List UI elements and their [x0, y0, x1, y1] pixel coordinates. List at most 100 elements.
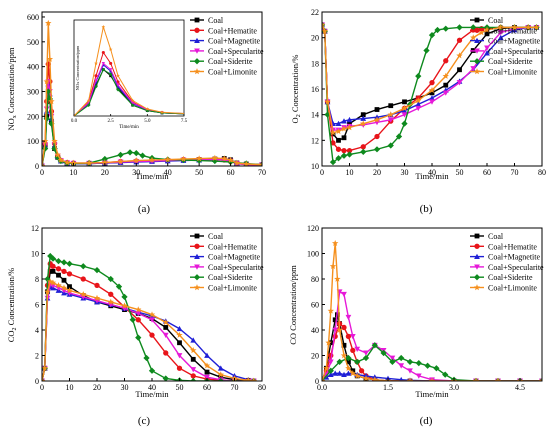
inset-series-line-coal-siderite [74, 68, 184, 116]
data-point [190, 367, 197, 373]
series-line-coal-limonite [322, 24, 537, 134]
panel-label: (d) [420, 415, 433, 427]
data-point [332, 239, 339, 247]
data-point [429, 79, 435, 86]
data-point [335, 120, 342, 127]
y-tick-label: 0 [315, 377, 319, 386]
data-point [429, 90, 435, 96]
data-point [324, 98, 331, 105]
data-point [217, 377, 224, 381]
data-point [341, 118, 347, 124]
data-point [85, 159, 93, 166]
y-tick-label: 8 [35, 275, 39, 284]
data-point [328, 340, 334, 346]
data-point [180, 155, 187, 162]
data-point [387, 117, 394, 123]
data-point [204, 374, 210, 381]
data-point [456, 52, 463, 59]
data-point [406, 377, 414, 381]
data-point [336, 358, 343, 365]
inset-series-group [74, 25, 184, 116]
series-group [42, 252, 257, 381]
x-tick-label: 30 [132, 168, 140, 177]
data-point [533, 24, 540, 31]
data-point [442, 72, 449, 79]
data-point [336, 326, 343, 333]
data-point [323, 364, 330, 371]
data-point [194, 48, 200, 54]
series-line-coal-limonite [322, 243, 542, 381]
y-tick-label: 120 [307, 224, 319, 233]
data-point [401, 120, 408, 127]
data-point [327, 371, 334, 378]
y-axis-label-rest: Concentration/ppm [6, 47, 16, 115]
inset-x-tick-label: 2.5 [108, 119, 115, 124]
chart-panel-1: 0 10 20 30 40 50 60 70 0 100 200 300 400 500 600 Time/m… [6, 11, 266, 215]
data-point [139, 152, 146, 159]
data-point [227, 156, 234, 163]
legend-entry: Coal+Magnetite [488, 253, 541, 262]
data-point [56, 272, 61, 278]
data-point [61, 268, 67, 274]
data-point [322, 27, 328, 34]
data-point [341, 147, 347, 154]
data-point [345, 314, 352, 321]
data-point [217, 371, 224, 378]
data-point [108, 291, 114, 297]
data-point [428, 377, 436, 381]
data-point [176, 331, 183, 338]
data-point [340, 152, 348, 159]
legend-entry: Coal+Specularite [208, 263, 264, 272]
data-point [42, 377, 46, 381]
data-point [478, 29, 485, 36]
data-point [346, 124, 353, 131]
data-point [327, 359, 334, 365]
data-point [472, 377, 480, 381]
data-point [176, 365, 183, 371]
data-point [46, 95, 53, 103]
data-point [402, 99, 407, 105]
data-point [346, 147, 353, 154]
plot-frame [41, 11, 263, 167]
data-point [80, 276, 86, 282]
data-point [194, 37, 200, 43]
data-point [340, 125, 348, 132]
y-tick-label: 100 [27, 137, 39, 146]
data-point [474, 253, 480, 259]
data-point [55, 282, 62, 289]
y-tick-label: 400 [27, 63, 39, 72]
data-point [135, 306, 142, 313]
data-point [94, 74, 98, 78]
series-line-coal-magnetite [42, 285, 254, 381]
data-point [160, 110, 164, 114]
data-point [148, 156, 156, 163]
data-point [217, 365, 224, 371]
y-tick-label: 0 [35, 377, 39, 386]
data-point [116, 83, 120, 87]
data-point [190, 377, 197, 381]
data-point [443, 82, 449, 88]
data-point [195, 155, 203, 162]
data-point [346, 116, 353, 123]
data-point [176, 325, 183, 332]
data-point [341, 371, 347, 378]
data-point [70, 159, 77, 166]
chart-panel-2: 0 10 20 30 40 50 60 70 8010121416182022Time/minO… [290, 8, 546, 215]
x-tick-label: 40 [428, 168, 436, 177]
data-point [108, 47, 113, 52]
data-point [145, 108, 150, 113]
x-tick-label: 70 [231, 383, 239, 392]
data-point [221, 155, 228, 162]
data-point [473, 274, 481, 281]
data-point [407, 368, 413, 374]
data-point [470, 66, 477, 72]
x-tick-label: 20 [101, 168, 109, 177]
y-tick-label: 22 [311, 8, 319, 17]
data-point [148, 367, 156, 374]
data-point [163, 350, 169, 356]
data-point [325, 339, 332, 346]
y-tick-label: 600 [27, 13, 39, 22]
